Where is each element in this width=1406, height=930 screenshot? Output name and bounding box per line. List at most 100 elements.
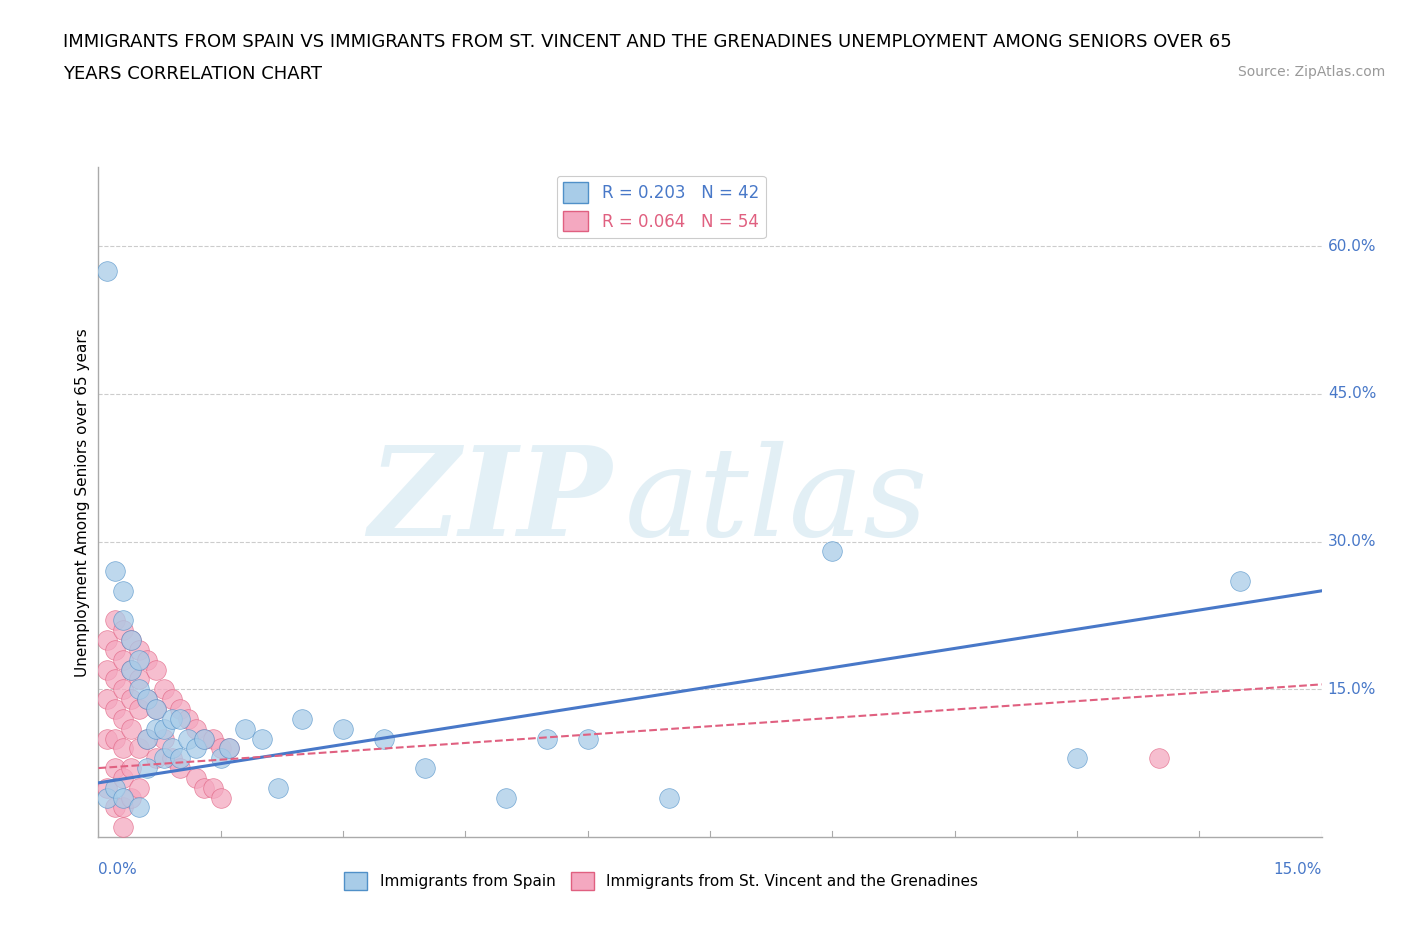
Text: 60.0%: 60.0% bbox=[1327, 239, 1376, 254]
Point bbox=[193, 731, 215, 746]
Point bbox=[218, 741, 240, 756]
Point bbox=[821, 544, 844, 559]
Text: IMMIGRANTS FROM SPAIN VS IMMIGRANTS FROM ST. VINCENT AND THE GRENADINES UNEMPLOY: IMMIGRANTS FROM SPAIN VS IMMIGRANTS FROM… bbox=[63, 33, 1232, 50]
Point bbox=[145, 701, 167, 716]
Point bbox=[209, 741, 232, 756]
Point bbox=[136, 692, 159, 707]
Point bbox=[111, 623, 134, 638]
Point bbox=[111, 583, 134, 598]
Point bbox=[120, 632, 142, 647]
Y-axis label: Unemployment Among Seniors over 65 years: Unemployment Among Seniors over 65 years bbox=[75, 328, 90, 677]
Point bbox=[128, 741, 150, 756]
Point bbox=[96, 632, 118, 647]
Point bbox=[128, 672, 150, 687]
Point bbox=[1066, 751, 1088, 765]
Point bbox=[250, 731, 273, 746]
Point bbox=[1147, 751, 1170, 765]
Point bbox=[145, 751, 167, 765]
Point bbox=[104, 780, 127, 795]
Point bbox=[152, 722, 174, 737]
Point bbox=[111, 682, 134, 697]
Point bbox=[104, 643, 127, 658]
Text: 45.0%: 45.0% bbox=[1327, 386, 1376, 402]
Point bbox=[136, 652, 159, 667]
Point bbox=[145, 722, 167, 737]
Point bbox=[104, 613, 127, 628]
Point bbox=[169, 761, 191, 776]
Point bbox=[104, 731, 127, 746]
Point bbox=[120, 761, 142, 776]
Point bbox=[218, 741, 240, 756]
Point bbox=[291, 711, 314, 726]
Point bbox=[111, 613, 134, 628]
Text: 0.0%: 0.0% bbox=[98, 861, 138, 877]
Point bbox=[209, 751, 232, 765]
Point bbox=[332, 722, 354, 737]
Point bbox=[128, 682, 150, 697]
Point bbox=[96, 780, 118, 795]
Point bbox=[128, 652, 150, 667]
Point bbox=[111, 819, 134, 834]
Point bbox=[96, 692, 118, 707]
Point bbox=[186, 741, 208, 756]
Point bbox=[495, 790, 517, 805]
Point bbox=[576, 731, 599, 746]
Point bbox=[160, 711, 183, 726]
Point bbox=[111, 652, 134, 667]
Text: Source: ZipAtlas.com: Source: ZipAtlas.com bbox=[1237, 65, 1385, 79]
Point bbox=[136, 731, 159, 746]
Point bbox=[128, 643, 150, 658]
Point bbox=[1229, 574, 1251, 589]
Point bbox=[120, 632, 142, 647]
Point bbox=[413, 761, 436, 776]
Point bbox=[96, 790, 118, 805]
Point bbox=[193, 780, 215, 795]
Point bbox=[111, 790, 134, 805]
Point bbox=[536, 731, 558, 746]
Point bbox=[111, 770, 134, 785]
Point bbox=[104, 564, 127, 578]
Point bbox=[152, 682, 174, 697]
Point bbox=[111, 711, 134, 726]
Point bbox=[177, 711, 200, 726]
Point bbox=[267, 780, 290, 795]
Point bbox=[136, 731, 159, 746]
Point bbox=[128, 800, 150, 815]
Point bbox=[120, 662, 142, 677]
Point bbox=[120, 722, 142, 737]
Text: atlas: atlas bbox=[624, 442, 928, 563]
Point bbox=[120, 662, 142, 677]
Point bbox=[658, 790, 681, 805]
Point bbox=[96, 662, 118, 677]
Point bbox=[160, 692, 183, 707]
Point bbox=[160, 751, 183, 765]
Point bbox=[104, 800, 127, 815]
Point bbox=[128, 780, 150, 795]
Point bbox=[104, 672, 127, 687]
Point bbox=[120, 790, 142, 805]
Point bbox=[186, 722, 208, 737]
Legend: Immigrants from Spain, Immigrants from St. Vincent and the Grenadines: Immigrants from Spain, Immigrants from S… bbox=[339, 866, 984, 897]
Point bbox=[169, 751, 191, 765]
Point bbox=[120, 692, 142, 707]
Point bbox=[128, 701, 150, 716]
Point bbox=[373, 731, 395, 746]
Text: YEARS CORRELATION CHART: YEARS CORRELATION CHART bbox=[63, 65, 322, 83]
Point bbox=[96, 731, 118, 746]
Point bbox=[111, 741, 134, 756]
Point bbox=[96, 263, 118, 278]
Point bbox=[201, 780, 224, 795]
Point bbox=[145, 701, 167, 716]
Point bbox=[152, 751, 174, 765]
Text: 15.0%: 15.0% bbox=[1274, 861, 1322, 877]
Point bbox=[169, 711, 191, 726]
Point bbox=[186, 770, 208, 785]
Point bbox=[136, 692, 159, 707]
Point bbox=[160, 741, 183, 756]
Point bbox=[233, 722, 256, 737]
Text: ZIP: ZIP bbox=[368, 442, 612, 563]
Point bbox=[104, 761, 127, 776]
Point bbox=[177, 731, 200, 746]
Point bbox=[136, 761, 159, 776]
Point bbox=[209, 790, 232, 805]
